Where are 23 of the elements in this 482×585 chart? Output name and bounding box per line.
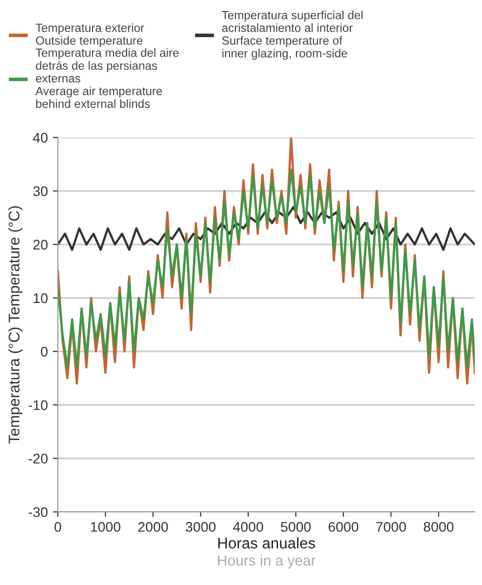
x-tick-label: 2000 bbox=[138, 522, 168, 532]
x-tick-label: 8000 bbox=[424, 522, 454, 532]
legend-label: Temperatura media del aire detrás de las persianas externas Average air temperature behind external blinds bbox=[35, 48, 179, 108]
legend-label: Temperatura exterior Outside temperature bbox=[36, 23, 144, 48]
y-tick-label: -20 bbox=[28, 454, 48, 464]
y-tick-label: -10 bbox=[28, 400, 48, 410]
x-tick-label: 6000 bbox=[328, 522, 358, 532]
x-tick-label: 0 bbox=[54, 522, 62, 532]
text: Horas anuales Hours in a year bbox=[218, 537, 316, 569]
y-tick-label: 30 bbox=[33, 186, 48, 196]
y-tick-label: 20 bbox=[33, 240, 48, 250]
y-axis-title: Temperatura (°C) Temperature (°C) bbox=[8, 206, 22, 444]
x-tick-label: 5000 bbox=[280, 522, 311, 532]
y-tick-label: 40 bbox=[32, 132, 48, 143]
x-tick-label: 1000 bbox=[91, 522, 120, 532]
x-tick-label: 7000 bbox=[376, 522, 406, 532]
line-series bbox=[58, 168, 475, 369]
y-tick-label: 0 bbox=[40, 346, 48, 357]
y-tick-label: -30 bbox=[28, 507, 48, 518]
x-tick-label: 3000 bbox=[186, 522, 216, 532]
y-tick-label: 10 bbox=[34, 293, 48, 304]
legend-label: Temperatura superficial del acristalamiento al interior Surface temperature of inner glazing, room-side bbox=[222, 10, 363, 60]
x-tick-label: 4000 bbox=[233, 522, 264, 532]
